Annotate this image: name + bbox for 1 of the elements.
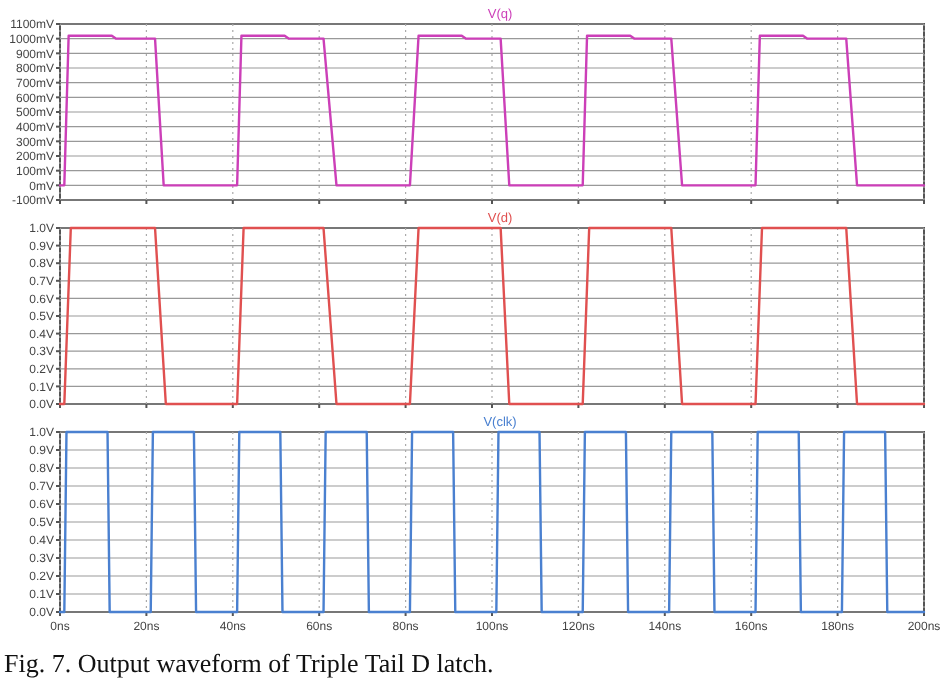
caption: Fig. 7. Output waveform of Triple Tail D latch. (4, 648, 494, 678)
